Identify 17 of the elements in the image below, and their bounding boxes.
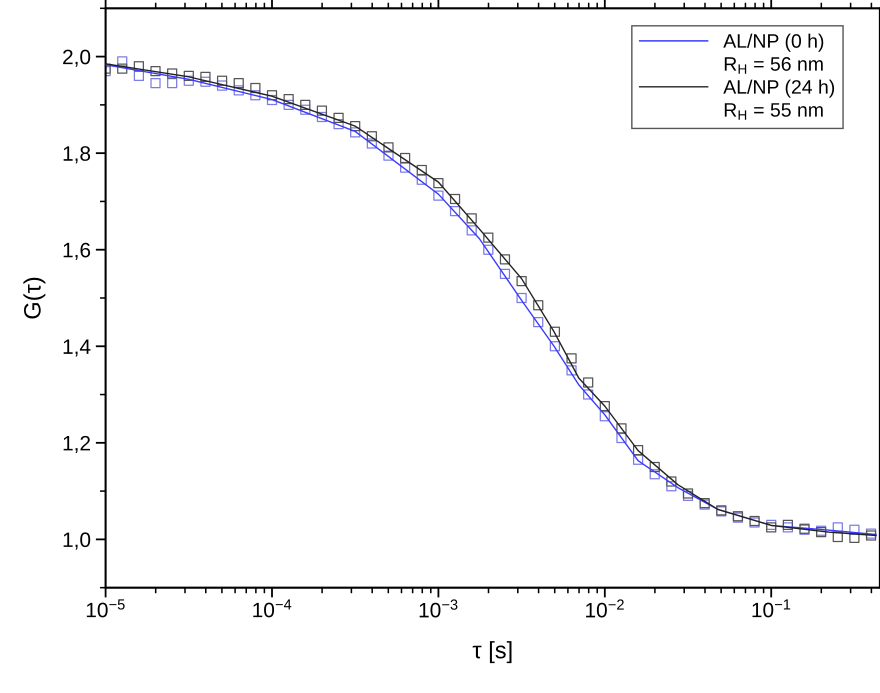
x-tick-label: 10$^{−3}$ bbox=[420, 599, 458, 618]
annotation: R$_{H}$ = 55 nm bbox=[724, 103, 823, 120]
y-tick-label: 1,4 bbox=[64, 339, 90, 356]
y-axis-title: G(τ) bbox=[23, 278, 46, 319]
x-tick-label: 10$^{−1}$ bbox=[752, 599, 790, 618]
x-axis-title: τ [s] bbox=[472, 641, 512, 664]
legend-label: AL/NP (0 h) bbox=[723, 34, 824, 52]
y-tick-label: 1,0 bbox=[64, 532, 90, 550]
y-tick-label: 2,0 bbox=[63, 50, 90, 67]
x-tick-label: 10$^{−5}$ bbox=[86, 599, 125, 618]
x-tick-label: 10$^{−4}$ bbox=[253, 599, 292, 618]
y-tick-label: 1,8 bbox=[64, 146, 90, 164]
y-tick-label: 1,6 bbox=[64, 242, 90, 260]
x-tick-label: 10$^{−2}$ bbox=[586, 599, 624, 618]
annotation: R$_{H}$ = 56 nm bbox=[724, 57, 823, 74]
legend-label: AL/NP (24 h) bbox=[723, 80, 834, 98]
y-tick-label: 1,2 bbox=[64, 436, 90, 454]
